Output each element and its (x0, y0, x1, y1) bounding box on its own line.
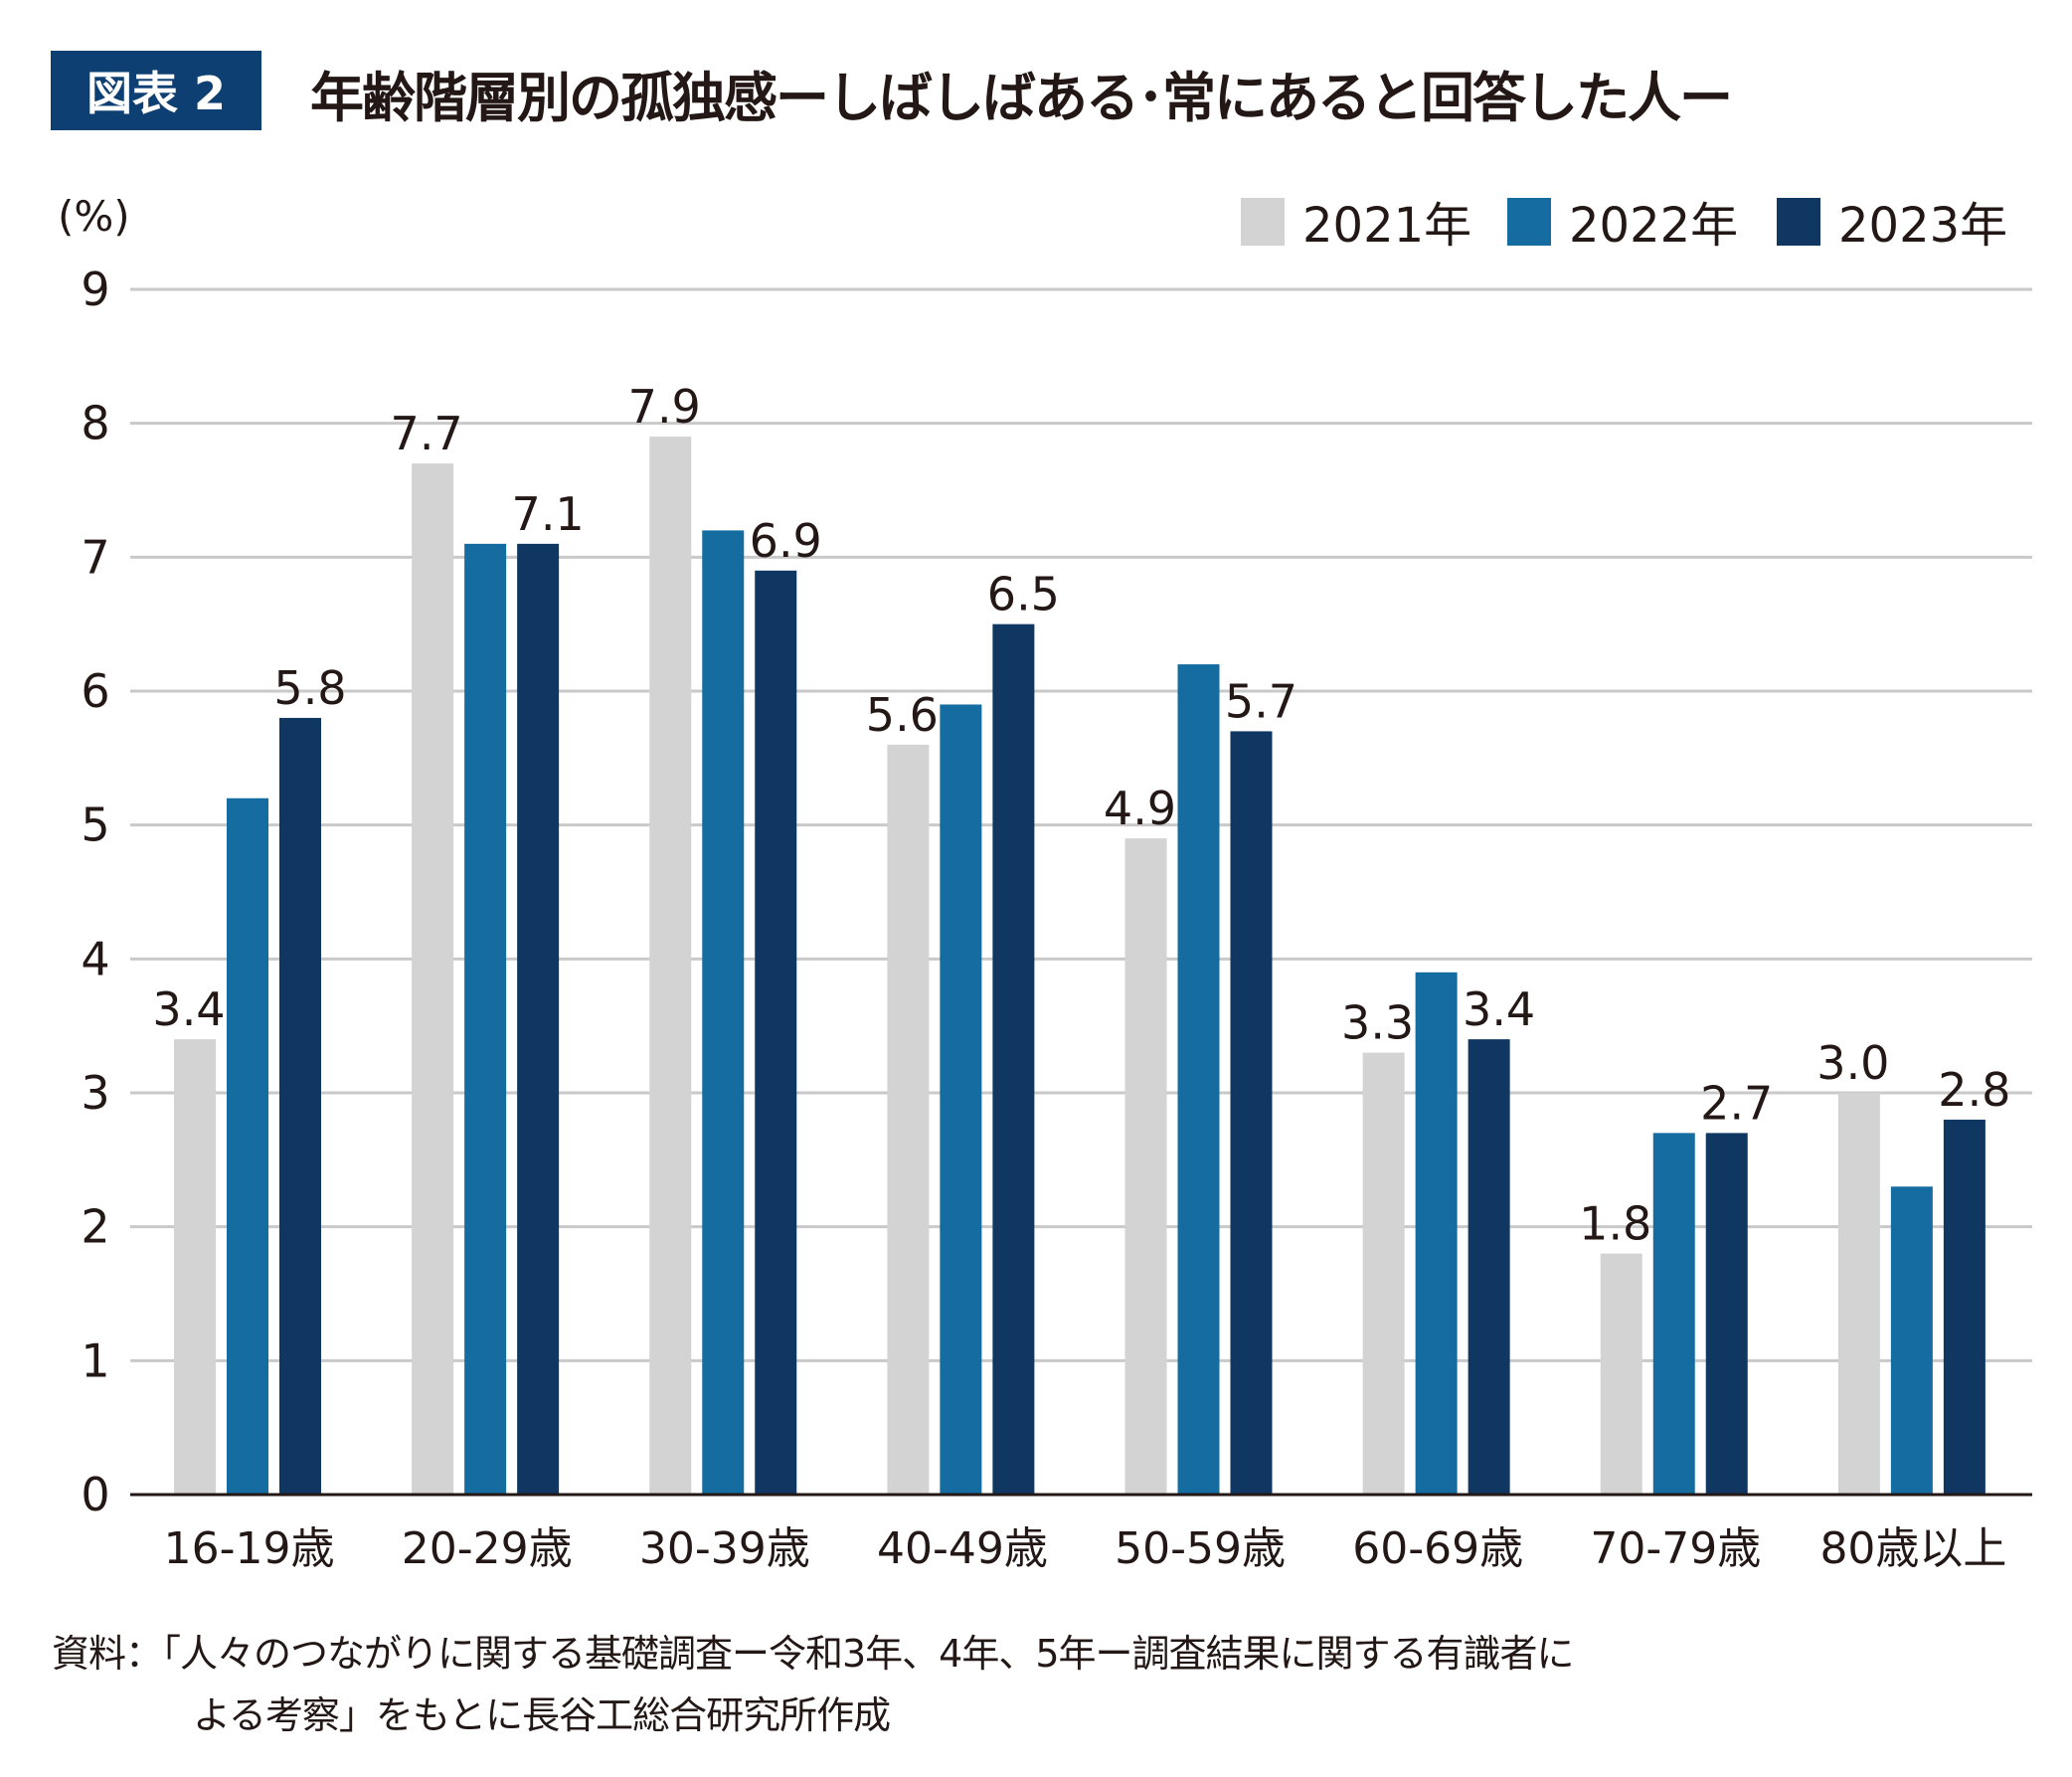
source-note: 資料：「人々のつながりに関する基礎調査ー令和3年、4年、5年ー調査結果に関する有… (52, 1623, 1575, 1746)
bar-2022年-16-19歳 (227, 798, 268, 1494)
bar-2022年-20-29歳 (464, 543, 507, 1494)
y-tick-label: 1 (81, 1333, 109, 1387)
x-tick-label: 50-59歳 (1115, 1523, 1286, 1574)
y-tick-label: 7 (81, 530, 109, 584)
x-tick-label: 70-79歳 (1590, 1523, 1761, 1574)
figure-badge: 図表 2 (51, 51, 261, 130)
chart-title: 年齢階層別の孤独感ーしばしばある･常にあると回答した人ー (310, 67, 1733, 129)
bar-2022年-70-79歳 (1652, 1133, 1695, 1494)
y-tick-label: 4 (81, 932, 109, 985)
bar-2023年-30-39歳 (755, 570, 797, 1494)
bar-2023年-50-59歳 (1230, 731, 1273, 1494)
bar-2022年-50-59歳 (1177, 664, 1220, 1494)
y-tick-label: 2 (81, 1200, 109, 1254)
y-axis-unit: (%) (58, 192, 130, 241)
y-tick-label: 9 (81, 263, 109, 316)
data-label: 5.7 (1225, 674, 1297, 728)
x-tick-label: 20-29歳 (402, 1523, 573, 1574)
y-tick-label: 8 (81, 397, 109, 450)
data-label: 7.9 (628, 380, 701, 434)
bar-2021年-16-19歳 (174, 1039, 216, 1494)
legend-swatch-2021年 (1241, 198, 1285, 246)
data-label: 4.9 (1104, 782, 1176, 835)
bar-2023年-16-19歳 (279, 717, 321, 1494)
data-label: 5.8 (273, 661, 346, 715)
legend-label: 2023年 (1838, 198, 2007, 254)
bar-2022年-80歳以上 (1890, 1186, 1933, 1494)
legend-label: 2022年 (1569, 198, 1738, 254)
data-label: 7.7 (391, 407, 463, 460)
bar-2021年-70-79歳 (1600, 1253, 1642, 1494)
bar-2021年-30-39歳 (649, 437, 692, 1494)
data-label: 3.4 (152, 982, 225, 1036)
x-tick-label: 30-39歳 (639, 1523, 810, 1574)
bar-2023年-60-69歳 (1468, 1039, 1510, 1494)
bar-2023年-40-49歳 (992, 623, 1035, 1494)
data-label: 7.1 (512, 487, 585, 541)
bar-2023年-20-29歳 (517, 543, 560, 1494)
data-label: 1.8 (1579, 1197, 1651, 1251)
x-tick-label: 60-69歳 (1352, 1523, 1523, 1574)
y-tick-label: 3 (81, 1066, 109, 1120)
source-line-1: 資料：「人々のつながりに関する基礎調査ー令和3年、4年、5年ー調査結果に関する有… (52, 1632, 1575, 1676)
legend-label: 2021年 (1302, 198, 1471, 254)
x-tick-label: 80歳以上 (1819, 1523, 2006, 1574)
y-tick-label: 0 (81, 1468, 109, 1521)
bar-2023年-80歳以上 (1943, 1119, 1986, 1494)
bar-2022年-60-69歳 (1415, 972, 1458, 1494)
data-label: 6.5 (987, 568, 1060, 622)
data-label: 5.6 (866, 688, 939, 742)
bar-2022年-40-49歳 (940, 704, 982, 1494)
bar-2021年-40-49歳 (887, 744, 930, 1494)
y-tick-label: 6 (81, 664, 109, 718)
data-label: 3.4 (1463, 982, 1535, 1036)
legend-swatch-2023年 (1777, 198, 1820, 246)
data-label: 3.3 (1341, 996, 1414, 1050)
bar-2021年-60-69歳 (1362, 1052, 1405, 1494)
bar-2022年-30-39歳 (702, 530, 745, 1494)
data-label: 2.7 (1700, 1076, 1773, 1130)
bar-2023年-70-79歳 (1705, 1133, 1748, 1494)
y-tick-label: 5 (81, 799, 109, 852)
x-tick-label: 40-49歳 (877, 1523, 1048, 1574)
bar-2021年-80歳以上 (1837, 1093, 1880, 1494)
legend-swatch-2022年 (1507, 198, 1551, 246)
data-label: 3.0 (1816, 1036, 1889, 1090)
data-label: 2.8 (1938, 1063, 2010, 1117)
source-line-2: よる考察」をもとに長谷工総合研究所作成 (193, 1693, 891, 1737)
bar-2021年-20-29歳 (412, 463, 454, 1494)
data-label: 6.9 (750, 514, 822, 568)
x-tick-label: 16-19歳 (164, 1523, 335, 1574)
bar-2021年-50-59歳 (1124, 838, 1167, 1494)
